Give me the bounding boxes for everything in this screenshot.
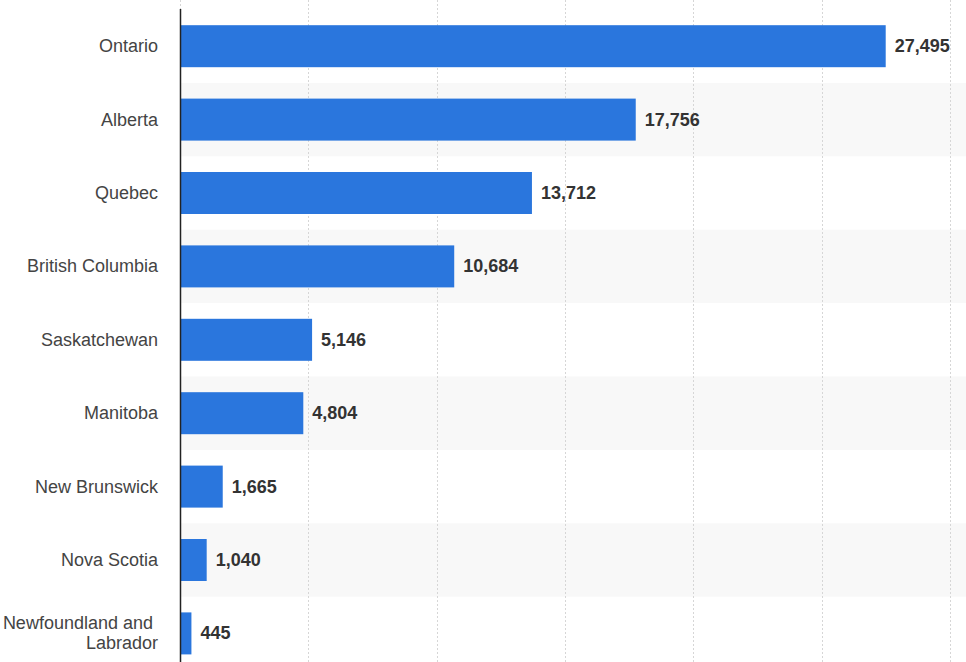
bars [180, 25, 886, 654]
grid-line [693, 0, 694, 662]
row-band [180, 230, 966, 303]
row-band [180, 83, 966, 156]
bar [180, 172, 532, 214]
bar [180, 466, 223, 508]
bar [180, 539, 207, 581]
axis-line [180, 9, 182, 662]
data-label: 27,495 [895, 36, 950, 56]
data-label: 4,804 [312, 403, 357, 423]
data-label: 1,040 [216, 550, 261, 570]
chart-container: 27,495 17,756 13,712 10,684 5,146 4,804 1,665 1… [0, 0, 966, 662]
grid-line [950, 0, 951, 662]
chart-svg: 27,495 17,756 13,712 10,684 5,146 4,804 1,665 1… [0, 0, 966, 662]
data-label: 445 [200, 623, 230, 643]
grid-line [822, 0, 823, 662]
bar [180, 392, 303, 434]
data-label: 17,756 [645, 110, 700, 130]
bar [180, 99, 636, 141]
data-label: 10,684 [463, 256, 518, 276]
bar [180, 245, 454, 287]
bar [180, 612, 191, 654]
category-labels: Ontario Alberta Quebec British Columbia Sask… [3, 36, 159, 653]
category-label: Nova Scotia [61, 550, 159, 570]
category-label: British Columbia [27, 256, 159, 276]
category-label: Saskatchewan [41, 330, 158, 350]
row-bands [180, 83, 966, 597]
category-label: Ontario [99, 36, 158, 56]
data-label: 13,712 [541, 183, 596, 203]
bar [180, 25, 886, 67]
data-labels: 27,495 17,756 13,712 10,684 5,146 4,804 1,665 1… [200, 36, 949, 643]
data-label: 5,146 [321, 330, 366, 350]
category-label: Alberta [101, 110, 159, 130]
data-label: 1,665 [232, 477, 277, 497]
category-label: Quebec [95, 183, 158, 203]
category-label: Newfoundland and Labrador [3, 613, 158, 653]
bar [180, 319, 312, 361]
row-band [180, 523, 966, 596]
category-label: New Brunswick [35, 477, 159, 497]
grid-line [180, 0, 181, 662]
grid [181, 0, 951, 662]
category-label: Manitoba [84, 403, 159, 423]
row-band [180, 377, 966, 450]
